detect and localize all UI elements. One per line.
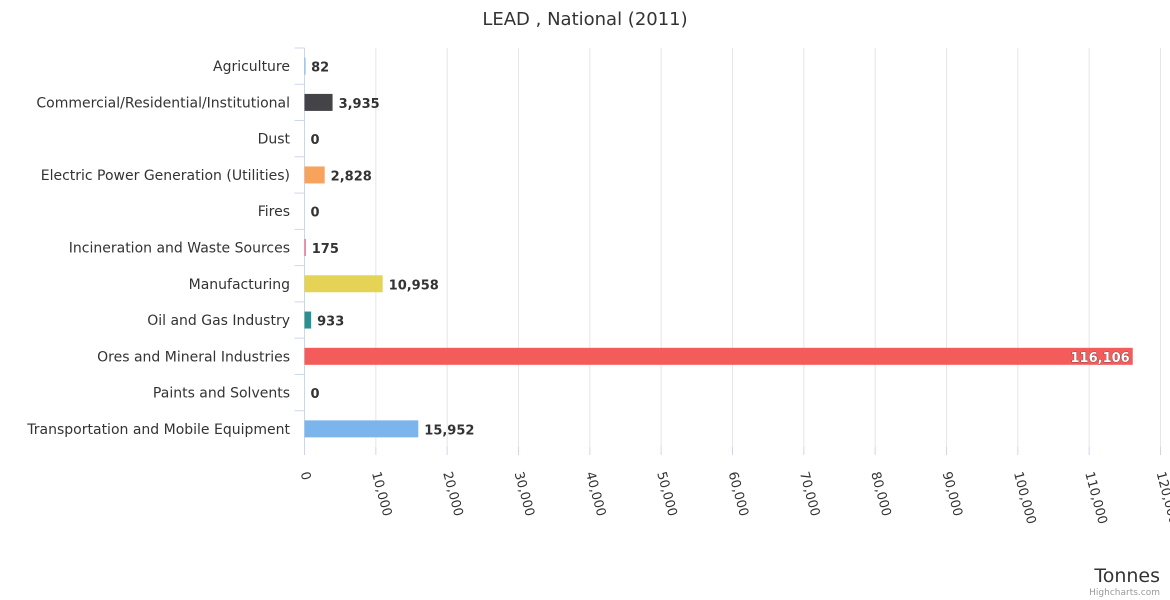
data-label: 0 xyxy=(311,387,320,402)
bar xyxy=(304,275,383,293)
data-label: 2,828 xyxy=(331,169,372,184)
category-label: Dust xyxy=(258,132,291,148)
data-label: 10,958 xyxy=(389,278,439,293)
x-tick-label: 40,000 xyxy=(582,470,608,518)
x-tick-label: 70,000 xyxy=(796,470,822,518)
data-label: 0 xyxy=(311,133,320,148)
x-tick-label: 0 xyxy=(297,470,314,482)
category-label: Agriculture xyxy=(213,59,290,75)
data-label: 175 xyxy=(312,242,339,257)
bar xyxy=(304,93,333,111)
x-tick-label: 10,000 xyxy=(368,470,394,518)
category-label: Manufacturing xyxy=(189,277,290,293)
data-label: 82 xyxy=(311,61,329,76)
x-tick-label: 60,000 xyxy=(725,470,751,518)
x-tick-label: 120,000 xyxy=(1153,470,1170,526)
bar xyxy=(304,420,419,438)
x-tick-label: 80,000 xyxy=(867,470,893,518)
category-label: Fires xyxy=(258,204,290,220)
x-tick-label: 100,000 xyxy=(1010,470,1038,526)
category-label: Incineration and Waste Sources xyxy=(69,241,290,257)
bar xyxy=(304,347,1133,365)
highcharts-credit[interactable]: Highcharts.com xyxy=(1089,588,1160,598)
category-label: Paints and Solvents xyxy=(153,386,290,402)
data-label: 116,106 xyxy=(1071,351,1130,366)
category-label: Transportation and Mobile Equipment xyxy=(26,422,290,438)
bar xyxy=(304,239,306,256)
x-tick-label: 20,000 xyxy=(439,470,465,518)
value-axis-title: Tonnes xyxy=(1093,565,1160,587)
category-label: Ores and Mineral Industries xyxy=(97,349,290,365)
x-tick-label: 90,000 xyxy=(939,470,965,518)
chart-title: LEAD , National (2011) xyxy=(482,9,687,30)
category-label: Commercial/Residential/Institutional xyxy=(36,95,290,111)
data-label: 933 xyxy=(317,315,344,330)
bar xyxy=(304,57,306,75)
category-label: Oil and Gas Industry xyxy=(147,313,290,329)
x-tick-label: 110,000 xyxy=(1081,470,1109,526)
data-label: 15,952 xyxy=(424,423,474,438)
x-tick-label: 30,000 xyxy=(511,470,537,518)
bar xyxy=(304,311,312,329)
category-label: Electric Power Generation (Utilities) xyxy=(41,168,290,184)
data-label: 0 xyxy=(311,206,320,221)
x-tick-label: 50,000 xyxy=(653,470,679,518)
bar xyxy=(304,166,325,184)
data-label: 3,935 xyxy=(339,97,380,112)
